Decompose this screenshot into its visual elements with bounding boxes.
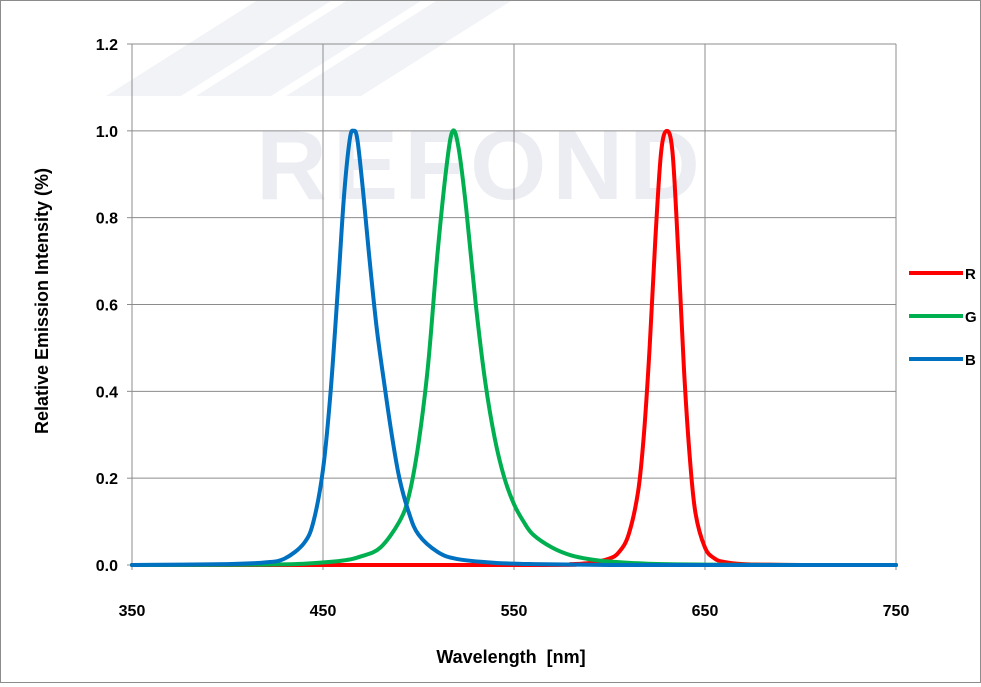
watermark: REFOND — [106, 1, 706, 220]
tick-labels: 0.0 0.2 0.4 0.6 0.8 1.0 1.2 350 450 550 650 750 — [96, 37, 910, 620]
y-tick-label: 0.4 — [96, 384, 118, 401]
watermark-stripe — [286, 1, 511, 96]
grid — [132, 43, 897, 565]
legend: R G B — [909, 266, 977, 369]
y-tick-label: 0.8 — [96, 211, 118, 228]
x-tick-label: 750 — [883, 603, 910, 620]
legend-label-g: G — [965, 309, 977, 326]
y-tick-label: 0.2 — [96, 471, 118, 488]
x-tick-label: 650 — [692, 603, 719, 620]
y-tick-label: 1.0 — [96, 124, 118, 141]
y-tick-label: 0.0 — [96, 558, 118, 575]
legend-label-b: B — [965, 352, 976, 369]
x-tick-label: 350 — [119, 603, 146, 620]
x-axis-title: Wavelength [nm] — [436, 647, 585, 667]
watermark-text: REFOND — [256, 110, 706, 220]
y-tick-label: 0.6 — [96, 298, 118, 315]
watermark-stripe — [106, 1, 331, 96]
series-line-g — [130, 128, 898, 568]
watermark-stripe — [196, 1, 421, 96]
x-tick-label: 450 — [310, 603, 337, 620]
legend-label-r: R — [965, 266, 976, 283]
series-group — [130, 128, 898, 568]
y-axis-title: Relative Emission Intensity (%) — [32, 168, 52, 434]
x-tick-label: 550 — [501, 603, 528, 620]
y-tick-label: 1.2 — [96, 37, 118, 54]
series-line-b — [130, 128, 898, 568]
